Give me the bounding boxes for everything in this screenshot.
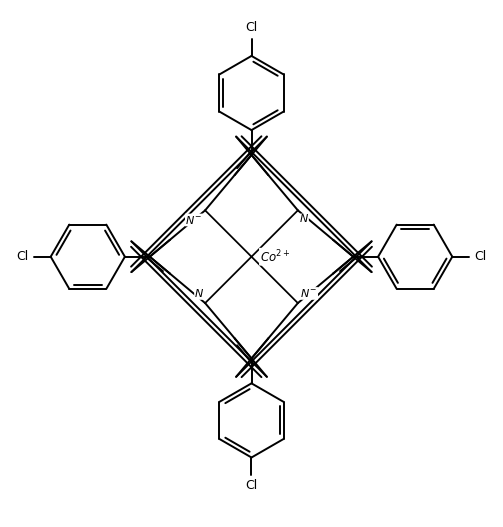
Text: Cl: Cl bbox=[474, 250, 486, 263]
Text: N$^-$: N$^-$ bbox=[185, 214, 203, 226]
Text: Cl: Cl bbox=[17, 250, 29, 263]
Text: N: N bbox=[195, 289, 203, 299]
Text: N: N bbox=[300, 214, 308, 224]
Text: Cl: Cl bbox=[245, 479, 258, 492]
Text: Cl: Cl bbox=[245, 22, 258, 34]
Text: N$^-$: N$^-$ bbox=[300, 287, 318, 299]
Text: Co$^{2+}$: Co$^{2+}$ bbox=[260, 248, 290, 265]
